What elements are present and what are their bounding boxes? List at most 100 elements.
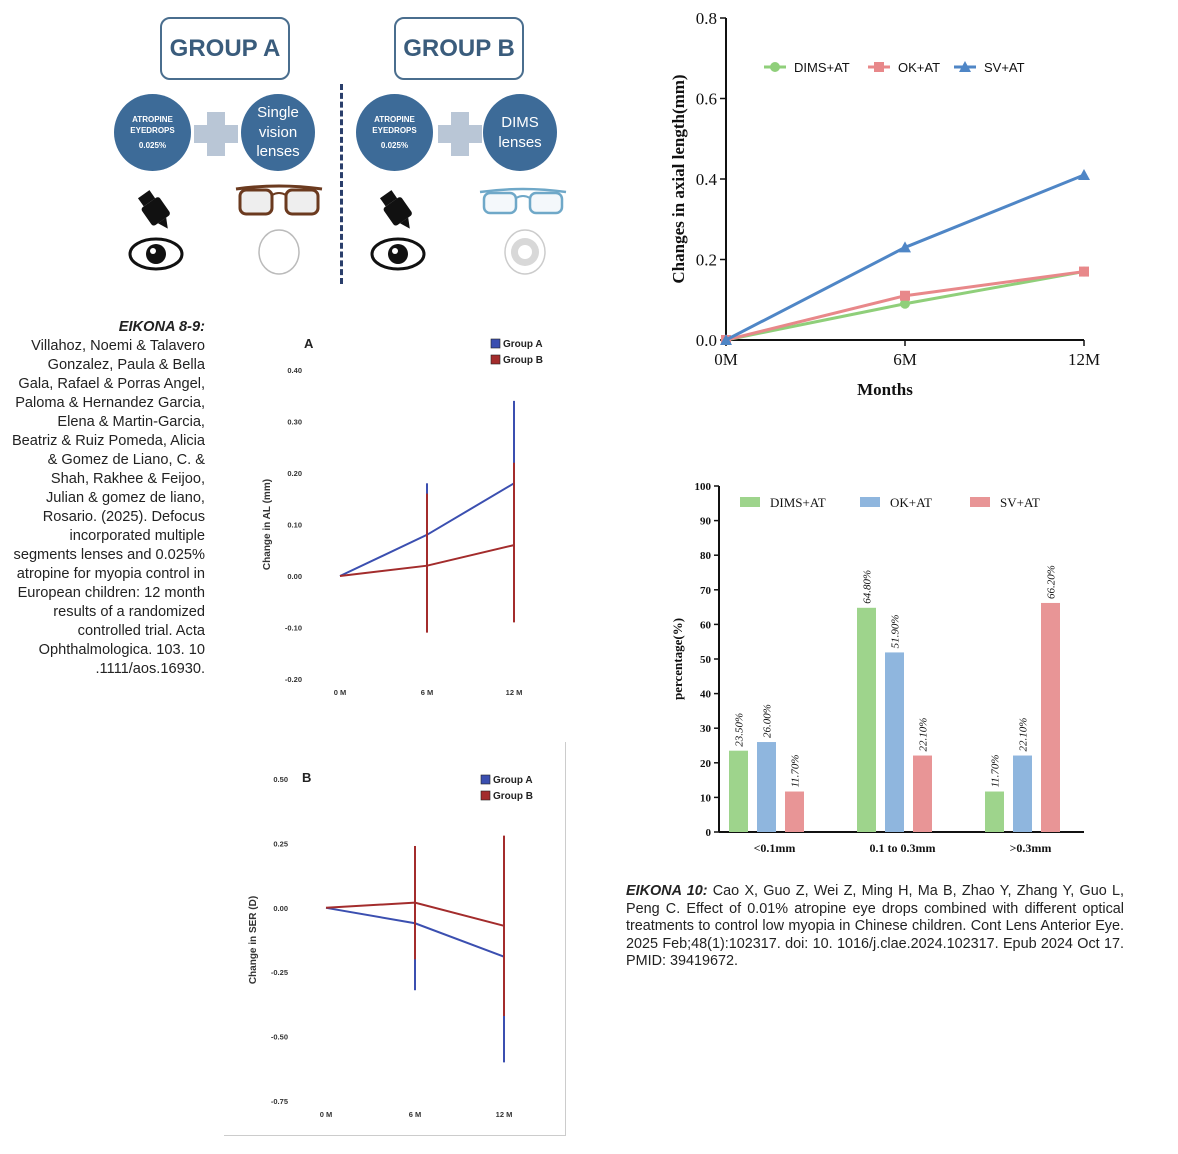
panel-label: A	[304, 336, 314, 351]
legend-swatch	[490, 338, 501, 349]
plus-icon	[194, 112, 238, 156]
y-tick-label: 50	[700, 654, 712, 666]
single-vision-circle: Single vision lenses	[241, 94, 315, 171]
y-tick-label: 80	[700, 550, 712, 562]
panel-label: B	[302, 770, 311, 785]
data-point	[899, 241, 911, 253]
y-tick-label: 0.25	[273, 839, 288, 848]
y-tick-label: 0.6	[696, 90, 717, 109]
y-axis-label: Change in SER (D)	[248, 896, 259, 984]
legend-label: Group A	[503, 339, 543, 350]
legend-swatch	[480, 790, 491, 801]
legend-marker	[874, 62, 884, 72]
dims-label-line2: lenses	[498, 133, 542, 151]
y-tick-label: -0.10	[285, 624, 302, 633]
y-tick-label: 0.00	[287, 572, 302, 581]
panel-b-chart: B 0.50 0.25 0.00 -0.25 -0.50 -0.75 0 M 6 M 12 M Ch…	[248, 770, 533, 1119]
legend-swatch	[490, 354, 501, 365]
data-label: 23.50%	[734, 713, 746, 747]
glasses-icon	[479, 187, 567, 215]
y-tick-label: -0.50	[271, 1033, 288, 1042]
y-tick-label: 0	[706, 827, 712, 839]
atropine-label-line2: EYEDROPS	[130, 126, 175, 136]
y-tick-label: 90	[700, 516, 712, 528]
legend-swatch	[970, 497, 990, 507]
group-b-title: GROUP B	[394, 17, 524, 80]
glasses-icon	[235, 184, 323, 216]
caption-right-label: EIKONA 10:	[626, 883, 708, 899]
plus-icon	[438, 112, 482, 156]
legend-label: Group B	[503, 355, 543, 366]
y-tick-label: 40	[700, 689, 712, 701]
data-label: 11.70%	[990, 754, 1002, 787]
legend-label: Group B	[493, 791, 533, 802]
legend-label: Group A	[493, 775, 533, 786]
y-tick-label: 0.10	[287, 521, 302, 530]
legend-label: SV+AT	[984, 60, 1025, 75]
atropine-label-line1: ATROPINE	[132, 114, 173, 124]
data-label: 22.10%	[1018, 718, 1030, 752]
data-label: 51.90%	[890, 615, 902, 649]
series-line	[339, 544, 515, 577]
legend-label: OK+AT	[890, 495, 932, 510]
y-tick-label: 0.0	[696, 331, 717, 350]
data-point	[900, 290, 910, 301]
y-tick-label: 0.20	[287, 469, 302, 478]
x-tick-label: 6M	[893, 350, 917, 369]
legend-label: OK+AT	[898, 60, 940, 75]
data-label: 26.00%	[762, 704, 774, 738]
bar	[913, 755, 932, 832]
bar	[757, 742, 776, 832]
single-vision-lens-icon	[258, 229, 300, 275]
x-tick-label: 0 M	[334, 688, 347, 697]
y-axis-label: Change in AL (mm)	[262, 479, 273, 570]
x-tick-label: 12 M	[506, 688, 523, 697]
x-tick-label: 12 M	[496, 1110, 513, 1119]
x-tick-label: 12M	[1068, 350, 1100, 369]
series-line	[325, 901, 505, 927]
bar	[857, 607, 876, 832]
percentage-bar-chart: 1009080706050403020100percentage(%)23.50…	[670, 481, 1084, 855]
y-tick-label: 70	[700, 585, 712, 597]
caption-left: EIKONA 8-9: Villahoz, Noemi & Talavero G…	[10, 318, 205, 679]
x-tick-label: 0.1 to 0.3mm	[870, 841, 936, 855]
atropine-label-line1: ATROPINE	[374, 114, 415, 124]
dims-label-line1: DIMS	[501, 114, 539, 131]
legend-label: DIMS+AT	[770, 495, 826, 510]
data-label: 22.10%	[918, 718, 930, 752]
bar	[1013, 755, 1032, 832]
x-tick-label: 0M	[714, 350, 738, 369]
caption-right: EIKONA 10: Cao X, Guo Z, Wei Z, Ming H, …	[626, 883, 1124, 971]
y-tick-label: 20	[700, 758, 712, 770]
x-tick-label: <0.1mm	[754, 841, 796, 855]
axial-length-chart: 0.8 0.6 0.4 0.2 0.00M 6M 12M Months Changes in a…	[669, 9, 1100, 399]
bar	[785, 791, 804, 832]
y-tick-label: 100	[695, 481, 712, 493]
panel-b-frame	[224, 742, 566, 1136]
y-tick-label: 0.00	[273, 904, 288, 913]
data-label: 11.70%	[790, 754, 802, 787]
legend-label: DIMS+AT	[794, 60, 850, 75]
y-tick-label: 10	[700, 792, 712, 804]
y-axis-label: Changes in axial length(mm)	[669, 74, 688, 283]
data-label: 66.20%	[1046, 565, 1058, 599]
group-divider	[340, 84, 343, 284]
y-tick-label: 30	[700, 723, 712, 735]
data-point	[1079, 266, 1089, 277]
atropine-circle-a: ATROPINE EYEDROPS 0.025%	[114, 94, 191, 171]
dims-circle: DIMS lenses	[483, 94, 557, 171]
sv-label-line2: vision	[258, 123, 298, 141]
x-tick-label: 6 M	[409, 1110, 422, 1119]
y-tick-label: 0.50	[273, 775, 288, 784]
data-label: 64.80%	[862, 570, 874, 604]
legend-marker	[959, 61, 971, 72]
data-point	[1078, 168, 1090, 180]
legend-label: SV+AT	[1000, 495, 1040, 510]
sv-label-line1: Single	[257, 104, 299, 122]
y-tick-label: 0.8	[696, 9, 717, 28]
atropine-label-line2: EYEDROPS	[372, 126, 417, 136]
y-tick-label: -0.75	[271, 1097, 288, 1106]
eyedrop-icon	[370, 190, 426, 271]
data-point	[720, 334, 732, 345]
bar	[885, 652, 904, 832]
